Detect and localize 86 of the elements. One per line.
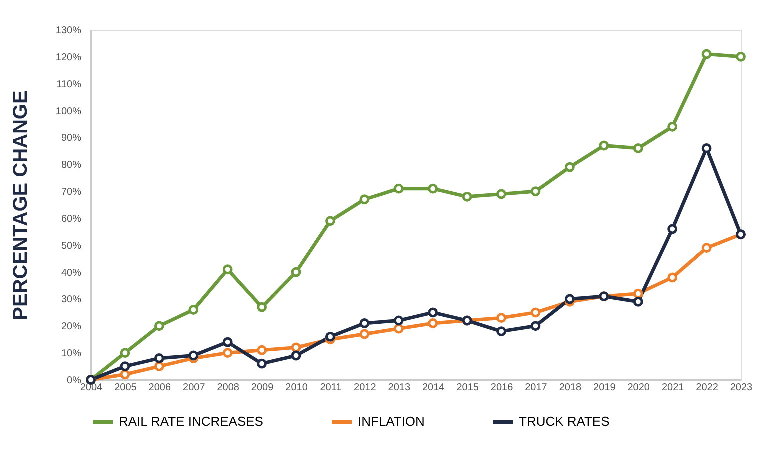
point [633, 144, 644, 154]
x-tick-label: 2013 [388, 382, 411, 394]
x-tick-label: 2016 [490, 382, 514, 394]
point [188, 350, 199, 361]
point [462, 192, 472, 202]
y-tick-label: 40% [61, 268, 82, 279]
x-tick-label: 2017 [525, 382, 548, 394]
point [257, 345, 268, 356]
point [564, 162, 575, 172]
point [564, 294, 575, 304]
point [496, 189, 506, 200]
y-tick-label: 130% [56, 26, 82, 36]
x-tick-label: 2018 [559, 382, 582, 394]
point [702, 144, 712, 154]
x-tick-label: 2019 [594, 382, 616, 394]
y-tick-label: 30% [61, 294, 82, 306]
point [120, 370, 130, 380]
point [120, 362, 130, 372]
point [154, 354, 164, 364]
point [154, 321, 164, 332]
point [428, 318, 438, 328]
point [360, 318, 370, 328]
point [702, 243, 712, 254]
x-tick-label: 2020 [628, 382, 650, 394]
x-tick-label: 2015 [456, 382, 480, 394]
point [530, 321, 541, 332]
y-tick-label: 100% [56, 106, 82, 118]
point [222, 348, 233, 358]
legend-label: RAIL RATE INCREASES [119, 414, 264, 429]
x-tick-label: 2014 [422, 382, 446, 394]
y-tick-label: 120% [56, 52, 82, 64]
point [326, 216, 336, 226]
point [154, 362, 164, 372]
point [360, 194, 370, 205]
y-tick-label: 10% [61, 348, 82, 360]
point [394, 184, 404, 194]
x-tick-label: 2011 [320, 382, 342, 394]
x-tick-label: 2008 [217, 382, 240, 394]
point [257, 302, 268, 312]
y-tick-label: 60% [61, 214, 82, 225]
y-tick-label: 90% [61, 133, 82, 144]
x-tick-label: 2007 [183, 382, 206, 394]
legend-label: TRUCK RATES [519, 414, 610, 429]
point [530, 186, 541, 196]
legend-label: INFLATION [358, 414, 425, 429]
point [394, 324, 404, 334]
point [496, 326, 506, 336]
y-tick-label: 0% [67, 376, 82, 386]
x-tick-label: 2012 [354, 382, 377, 394]
point [394, 316, 404, 326]
point [291, 342, 302, 353]
y-tick-label: 80% [61, 160, 82, 172]
point [291, 350, 302, 361]
x-tick-label: 2023 [730, 382, 754, 394]
point [668, 272, 678, 283]
point [633, 296, 644, 307]
y-tick-label: 20% [61, 322, 82, 333]
point [668, 122, 678, 132]
point [599, 140, 610, 151]
x-tick-label: 2004 [80, 382, 104, 394]
y-tick-label: 110% [56, 79, 82, 90]
x-tick-label: 2005 [114, 382, 138, 394]
x-tick-label: 2021 [662, 382, 685, 394]
point [222, 264, 233, 275]
point [428, 308, 438, 318]
point [257, 358, 268, 369]
y-tick-label: 50% [61, 240, 82, 252]
x-tick-label: 2022 [696, 382, 719, 394]
point [360, 329, 370, 340]
point [496, 313, 506, 324]
point [222, 337, 233, 348]
point [633, 288, 644, 299]
y-tick-label: 70% [61, 187, 82, 198]
point [120, 348, 130, 358]
point [188, 305, 199, 315]
point [326, 332, 336, 342]
point [428, 184, 438, 194]
x-tick-label: 2010 [286, 382, 308, 394]
point [291, 267, 302, 278]
x-tick-label: 2009 [251, 382, 274, 394]
point [736, 52, 746, 62]
x-tick-label: 2006 [148, 382, 172, 394]
point [702, 49, 712, 60]
y-axis-title: PERCENTAGE CHANGE [10, 90, 32, 320]
point [668, 224, 678, 234]
point [530, 308, 541, 318]
